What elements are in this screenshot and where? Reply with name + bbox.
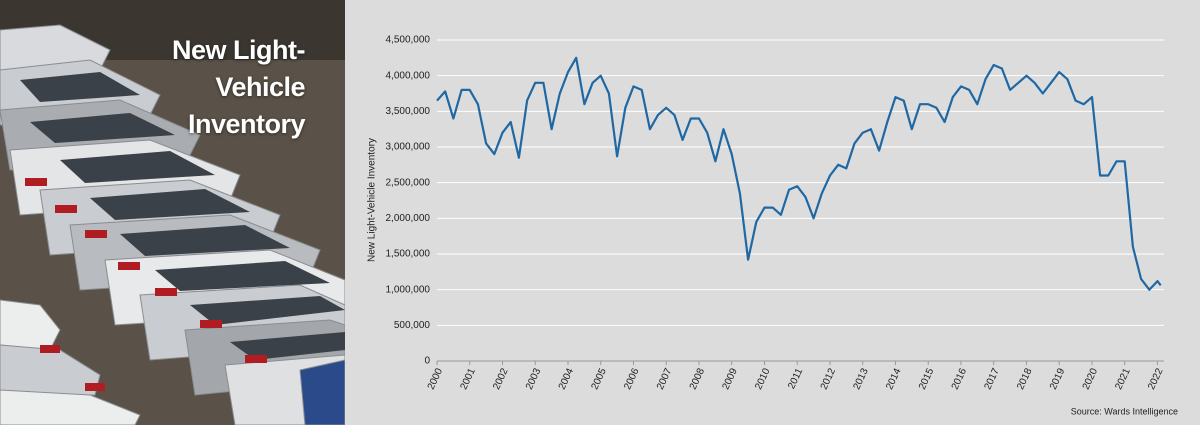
y-tick-label: 4,500,000 [386, 35, 431, 46]
plot-background [345, 0, 1200, 425]
y-tick-label: 2,500,000 [386, 177, 431, 188]
y-tick-label: 4,000,000 [386, 70, 431, 81]
y-tick-label: 1,500,000 [386, 249, 431, 260]
y-tick-label: 1,000,000 [386, 284, 431, 295]
y-tick-label: 500,000 [394, 320, 431, 331]
line-series [436, 56, 1162, 291]
source: Source: Wards Intelligence [1071, 406, 1178, 416]
chart-title: New Light-Vehicle Inventory [172, 35, 305, 139]
y-tick-label: 3,000,000 [386, 142, 431, 153]
y-axis-label: New Light-Vehicle Inventory [367, 138, 378, 262]
y-tick-label: 3,500,000 [386, 106, 431, 117]
photo [0, 0, 346, 425]
y-tick-label: 0 [424, 356, 430, 367]
y-tick-label: 2,000,000 [386, 213, 431, 224]
